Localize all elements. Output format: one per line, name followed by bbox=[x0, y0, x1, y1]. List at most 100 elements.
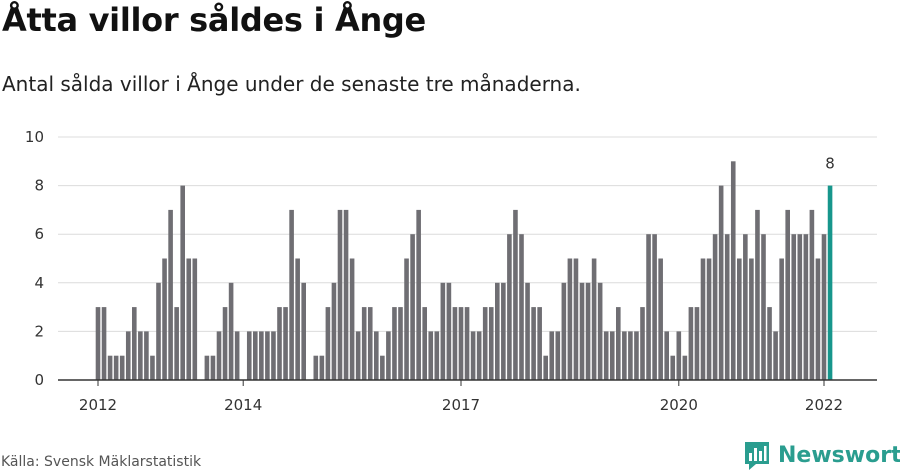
bar bbox=[803, 234, 809, 380]
bar bbox=[392, 307, 397, 380]
bar bbox=[537, 307, 542, 380]
bar bbox=[313, 355, 319, 380]
bar bbox=[597, 282, 603, 380]
bar bbox=[591, 258, 597, 380]
bar bbox=[622, 331, 627, 380]
bar bbox=[95, 307, 101, 380]
bar bbox=[579, 282, 585, 380]
bar bbox=[464, 307, 470, 380]
bar bbox=[628, 331, 633, 380]
bar bbox=[767, 307, 772, 380]
bar bbox=[549, 331, 555, 380]
bar bbox=[640, 307, 645, 380]
bar bbox=[567, 258, 573, 380]
bar bbox=[561, 282, 567, 380]
bar bbox=[452, 307, 458, 380]
y-tick-label: 8 bbox=[34, 177, 44, 195]
bar bbox=[265, 331, 270, 380]
bar bbox=[658, 258, 663, 380]
bar bbox=[761, 234, 766, 380]
bar bbox=[228, 282, 234, 380]
bar bbox=[246, 331, 252, 380]
bar-highlight bbox=[827, 185, 833, 380]
bar bbox=[319, 355, 325, 380]
bar bbox=[331, 282, 337, 380]
x-tick-label: 2017 bbox=[442, 396, 480, 414]
bar bbox=[277, 307, 282, 380]
bar bbox=[730, 161, 736, 380]
bar bbox=[694, 307, 700, 380]
bar bbox=[234, 331, 240, 380]
bar bbox=[513, 209, 518, 380]
bar bbox=[361, 307, 367, 380]
bar bbox=[706, 258, 712, 380]
bar bbox=[422, 307, 427, 380]
bar bbox=[755, 209, 760, 380]
source-note: Källa: Svensk Mäklarstatistik bbox=[1, 454, 202, 470]
bar bbox=[779, 258, 784, 380]
bar bbox=[652, 234, 657, 380]
bar bbox=[440, 282, 446, 380]
bar-chart-speech-bubble-icon bbox=[745, 442, 769, 470]
bar bbox=[367, 307, 373, 380]
bar bbox=[470, 331, 476, 380]
y-tick-label: 6 bbox=[34, 225, 44, 243]
bar bbox=[295, 258, 300, 380]
bar bbox=[192, 258, 198, 380]
bar bbox=[482, 307, 488, 380]
y-tick-label: 0 bbox=[34, 371, 44, 389]
bar bbox=[349, 258, 355, 380]
bar bbox=[446, 282, 452, 380]
bar bbox=[555, 331, 561, 380]
bar bbox=[222, 307, 228, 380]
bar bbox=[815, 258, 821, 380]
bar bbox=[150, 355, 155, 380]
x-axis-ticks: 2012 2014 2017 2020 2022 bbox=[79, 380, 843, 414]
bar bbox=[337, 209, 343, 380]
bar bbox=[700, 258, 706, 380]
bar bbox=[204, 355, 210, 380]
bar bbox=[138, 331, 143, 380]
bar bbox=[101, 307, 107, 380]
bar bbox=[355, 331, 361, 380]
x-tick-label: 2020 bbox=[660, 396, 698, 414]
bar bbox=[410, 234, 415, 380]
bar bbox=[573, 258, 579, 380]
bar bbox=[386, 331, 391, 380]
bar bbox=[253, 331, 258, 380]
bar bbox=[113, 355, 119, 380]
bar bbox=[724, 234, 730, 380]
x-tick-label: 2012 bbox=[79, 396, 117, 414]
y-tick-label: 2 bbox=[34, 322, 44, 340]
bar bbox=[797, 234, 803, 380]
bar bbox=[488, 307, 494, 380]
bar bbox=[670, 355, 676, 380]
y-axis-ticks: 0 2 4 6 8 10 bbox=[25, 128, 44, 389]
bar bbox=[210, 355, 216, 380]
bar bbox=[404, 258, 409, 380]
bar bbox=[398, 307, 403, 380]
bar bbox=[144, 331, 149, 380]
bar bbox=[821, 234, 827, 380]
bar bbox=[271, 331, 276, 380]
bar bbox=[507, 234, 512, 380]
bar bbox=[107, 355, 113, 380]
bar bbox=[216, 331, 222, 380]
bar bbox=[609, 331, 615, 380]
bar bbox=[380, 355, 385, 380]
bar bbox=[374, 331, 379, 380]
bar bbox=[791, 234, 797, 380]
chart-subtitle: Antal sålda villor i Ånge under de senas… bbox=[2, 72, 581, 96]
y-tick-label: 4 bbox=[34, 274, 44, 292]
bar bbox=[162, 258, 167, 380]
x-tick-label: 2014 bbox=[224, 396, 262, 414]
bar bbox=[676, 331, 682, 380]
bar bbox=[519, 234, 524, 380]
bar bbox=[501, 282, 506, 380]
bar bbox=[634, 331, 639, 380]
bar bbox=[283, 307, 288, 380]
bar bbox=[495, 282, 500, 380]
bar bbox=[458, 307, 464, 380]
brand-logo: Newsworthy bbox=[744, 441, 900, 471]
